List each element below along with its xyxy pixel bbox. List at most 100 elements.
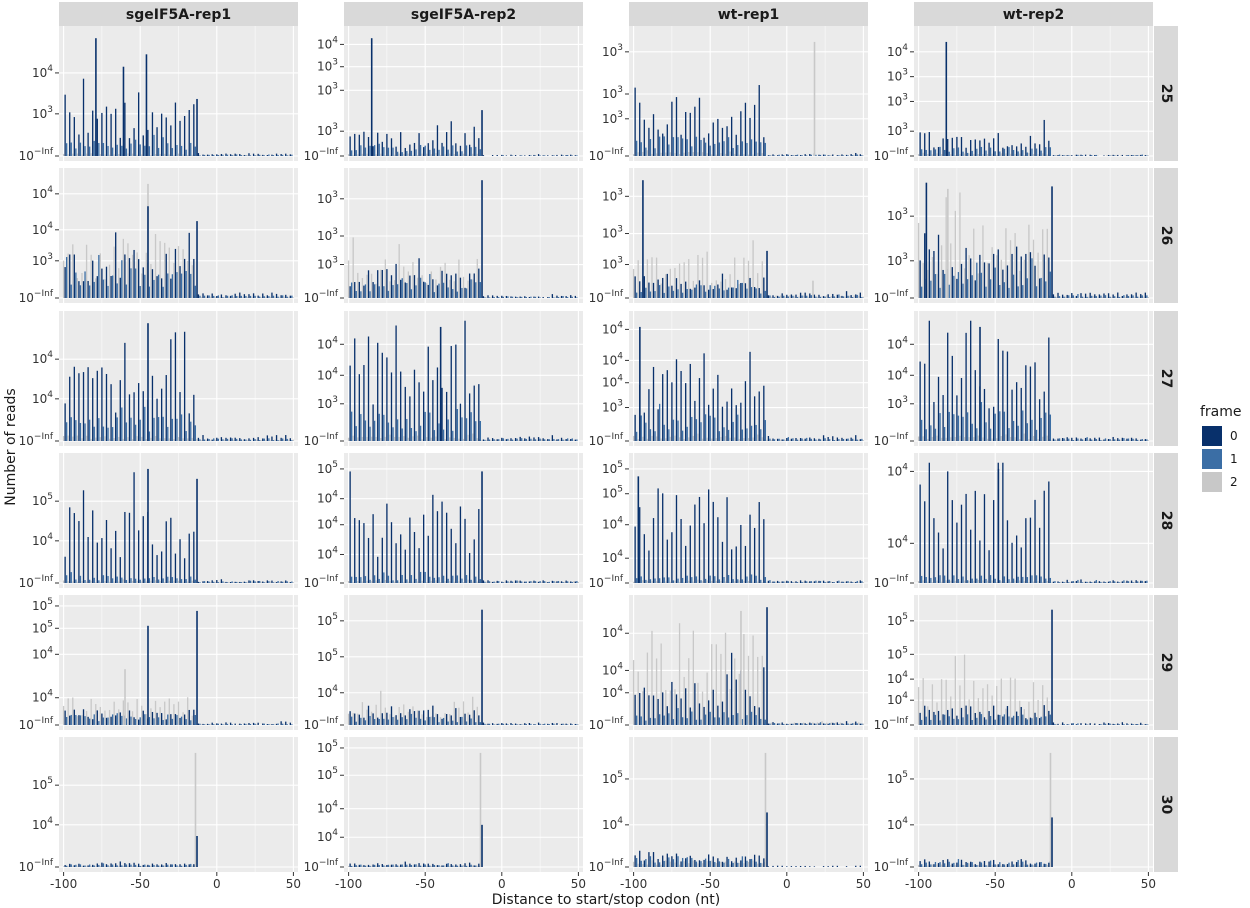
bar-frame-0 — [758, 707, 760, 725]
bar-frame-0 — [758, 391, 760, 441]
bar-frame-0 — [496, 580, 498, 583]
bar-frame-0 — [1043, 863, 1045, 867]
bar-frame-0 — [1061, 581, 1064, 583]
bar-frame-1 — [727, 858, 730, 867]
bar-frame-2 — [219, 582, 221, 583]
bar-frame-1 — [934, 714, 937, 725]
bar-frame-1 — [447, 149, 449, 156]
bar-frame-0 — [252, 437, 255, 441]
bar-frame-0 — [1038, 278, 1041, 298]
bar-frame-0 — [790, 155, 793, 156]
y-tick-label: 10−Inf — [304, 147, 339, 163]
bar-frame-2 — [205, 440, 207, 441]
bar-frame-1 — [364, 147, 367, 156]
bar-frame-1 — [994, 864, 996, 867]
bar-frame-0 — [1006, 864, 1009, 867]
bar-frame-2 — [1129, 582, 1131, 583]
bar-frame-1 — [438, 149, 440, 156]
bar-frame-1 — [121, 260, 123, 298]
bar-frame-1 — [130, 716, 132, 725]
bar-frame-1 — [1086, 724, 1088, 725]
bar-frame-0 — [432, 380, 434, 441]
bar-frame-1 — [282, 295, 284, 298]
bar-frame-1 — [1072, 581, 1074, 583]
bar-frame-1 — [1003, 864, 1006, 867]
bar-frame-1 — [493, 581, 495, 583]
bar-frame-2 — [743, 634, 745, 725]
bar-frame-0 — [285, 435, 287, 441]
bar-frame-1 — [351, 150, 353, 156]
bar-frame-2 — [164, 242, 166, 298]
bar-frame-0 — [772, 438, 774, 441]
bar-frame-2 — [393, 716, 396, 725]
bar-frame-2 — [1005, 865, 1007, 867]
bar-frame-0 — [1075, 154, 1078, 156]
bar-frame-1 — [1058, 296, 1061, 298]
bar-frame-2 — [940, 581, 943, 583]
bar-frame-1 — [668, 857, 670, 867]
bar-frame-0 — [689, 525, 691, 583]
y-tick-label: 10−Inf — [589, 716, 624, 732]
bar-frame-2 — [665, 152, 667, 156]
bar-frame-1 — [217, 723, 219, 725]
bar-frame-0 — [390, 138, 393, 156]
row-strip-27 — [1154, 311, 1178, 446]
bar-frame-2 — [738, 284, 740, 298]
bar-frame-2 — [407, 271, 410, 298]
bar-frame-1 — [194, 581, 197, 583]
bar-frame-0 — [505, 580, 508, 583]
y-tick-exponent: 3 — [617, 85, 623, 95]
bar-frame-2 — [1014, 233, 1016, 298]
bar-frame-1 — [401, 574, 403, 583]
bar-frame-1 — [1003, 411, 1006, 441]
bar-frame-0 — [730, 116, 733, 156]
bar-frame-1 — [677, 578, 679, 583]
bar-frame-0 — [197, 153, 200, 156]
bar-frame-0 — [119, 557, 121, 583]
bar-frame-1 — [199, 723, 201, 725]
bar-frame-2 — [1101, 439, 1104, 441]
bar-frame-2 — [242, 440, 244, 441]
bar-frame-1 — [199, 295, 201, 298]
bar-frame-0 — [151, 863, 154, 867]
bar-frame-0 — [689, 707, 691, 725]
bar-frame-1 — [167, 143, 169, 156]
bar-frame-1 — [107, 717, 109, 725]
bar-frame-2 — [237, 440, 239, 441]
bar-frame-1 — [957, 147, 960, 156]
bar-frame-0 — [574, 723, 576, 725]
bar-peak-frame-0 — [147, 625, 149, 725]
bar-frame-2 — [798, 582, 800, 583]
bar-frame-0 — [809, 437, 811, 441]
bar-frame-1 — [1086, 296, 1088, 298]
y-tick-exponent: 3 — [902, 252, 908, 262]
bar-frame-0 — [183, 714, 186, 725]
bar-frame-0 — [138, 719, 140, 725]
bar-frame-2 — [858, 155, 860, 156]
bar-frame-1 — [66, 143, 68, 156]
bar-frame-2 — [973, 864, 975, 867]
bar-frame-0 — [482, 580, 485, 583]
bar-frame-0 — [1006, 146, 1009, 156]
bar-frame-1 — [364, 865, 367, 867]
bar-frame-0 — [795, 581, 797, 583]
bar-frame-2 — [1110, 724, 1113, 725]
bar-frame-0 — [69, 112, 71, 156]
bar-frame-0 — [280, 721, 282, 725]
bar-frame-1 — [116, 865, 118, 867]
bar-frame-2 — [802, 581, 805, 583]
bar-frame-2 — [407, 437, 410, 441]
bar-frame-1 — [727, 287, 730, 298]
bar-frame-0 — [174, 248, 177, 298]
bar-frame-1 — [263, 723, 265, 725]
bar-frame-0 — [979, 540, 981, 583]
bar-frame-1 — [249, 439, 252, 441]
bar-frame-1 — [525, 723, 527, 725]
bar-frame-1 — [636, 715, 638, 725]
bar-frame-2 — [366, 274, 368, 298]
bar-frame-0 — [1061, 294, 1064, 298]
bar-frame-1 — [1146, 295, 1148, 298]
bar-frame-2 — [159, 241, 161, 298]
bar-frame-2 — [724, 153, 727, 156]
